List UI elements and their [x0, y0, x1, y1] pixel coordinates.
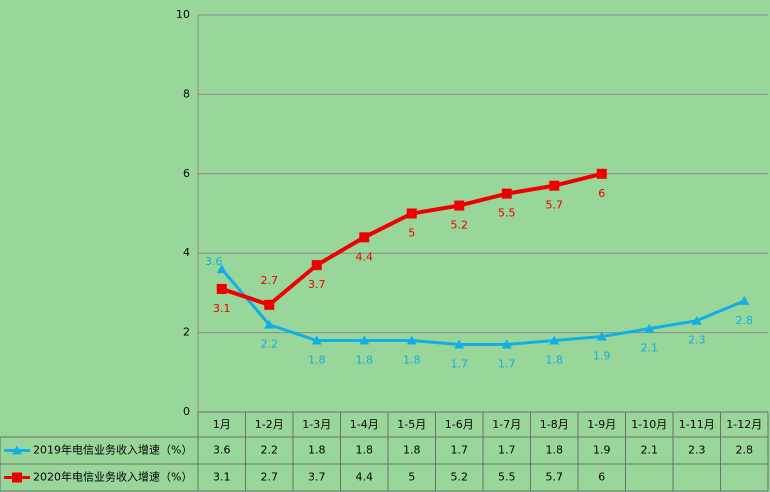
- data-label: 1.9: [593, 350, 611, 363]
- table-cell: 1.8: [403, 444, 421, 457]
- marker: [691, 315, 702, 325]
- data-label: 5.7: [546, 199, 564, 212]
- table-cell: 4.4: [356, 471, 374, 484]
- marker: [12, 445, 22, 455]
- table-cell: 5.5: [498, 471, 516, 484]
- marker: [644, 323, 655, 333]
- table-cell: 1.8: [308, 444, 326, 457]
- marker: [739, 295, 750, 305]
- marker: [549, 180, 560, 191]
- table-cell: 1.7: [451, 444, 469, 457]
- marker: [549, 335, 560, 345]
- data-label: 3.6: [205, 255, 223, 268]
- table-cell: 5.2: [451, 471, 469, 484]
- table-cell: 5: [408, 471, 415, 484]
- marker: [596, 168, 607, 179]
- marker: [501, 339, 512, 349]
- table-cell: 2.1: [641, 444, 659, 457]
- marker: [12, 472, 22, 483]
- table-cell: 5.7: [546, 471, 564, 484]
- data-label: 6: [598, 187, 605, 200]
- table-cell: 1.9: [593, 444, 611, 457]
- x-tick-label: 1-10月: [631, 418, 667, 431]
- marker: [406, 208, 417, 219]
- table-cell: 6: [598, 471, 605, 484]
- y-tick-label: 8: [183, 87, 190, 100]
- marker: [454, 339, 465, 349]
- data-label: 5: [408, 227, 415, 240]
- table-cell: 2.8: [736, 444, 754, 457]
- data-label: 1.8: [356, 354, 374, 367]
- x-tick-label: 1-5月: [397, 418, 426, 431]
- y-tick-label: 10: [176, 8, 190, 21]
- marker: [264, 299, 275, 310]
- marker: [596, 331, 607, 341]
- marker: [406, 335, 417, 345]
- x-tick-label: 1-9月: [587, 418, 616, 431]
- data-label: 2.7: [261, 274, 279, 287]
- x-tick-label: 1-2月: [255, 418, 284, 431]
- table-cell: 2.3: [688, 444, 706, 457]
- data-label: 1.8: [308, 354, 326, 367]
- marker: [264, 319, 275, 329]
- table-cell: 1.7: [498, 444, 516, 457]
- table-cell: 2.7: [261, 471, 279, 484]
- x-tick-label: 1-11月: [679, 418, 715, 431]
- x-tick-label: 1-7月: [492, 418, 521, 431]
- table-cell: 2.2: [261, 444, 279, 457]
- data-label: 2.3: [688, 334, 706, 347]
- data-label: 2.2: [261, 338, 279, 351]
- marker: [216, 283, 227, 294]
- marker: [359, 232, 370, 243]
- data-label: 1.7: [451, 358, 469, 371]
- x-tick-label: 1-12月: [726, 418, 762, 431]
- table-cell: 3.7: [308, 471, 326, 484]
- data-label: 2.8: [736, 314, 754, 327]
- data-label: 5.5: [498, 207, 516, 220]
- data-label: 1.8: [403, 354, 421, 367]
- legend-label: 2020年电信业务收入增速（%）: [33, 470, 192, 484]
- x-tick-label: 1-6月: [445, 418, 474, 431]
- marker: [311, 335, 322, 345]
- y-tick-label: 0: [183, 405, 190, 418]
- marker: [216, 264, 227, 274]
- x-tick-label: 1-3月: [302, 418, 331, 431]
- table-cell: 1.8: [356, 444, 374, 457]
- data-label: 1.7: [498, 358, 516, 371]
- data-label: 3.1: [213, 302, 231, 315]
- x-tick-label: 1-4月: [350, 418, 379, 431]
- data-label: 5.2: [451, 219, 469, 232]
- data-label: 2.1: [641, 342, 659, 355]
- x-tick-label: 1月: [213, 418, 231, 431]
- table-cell: 3.1: [213, 471, 231, 484]
- marker: [359, 335, 370, 345]
- y-tick-label: 4: [183, 246, 190, 259]
- y-tick-label: 6: [183, 167, 190, 180]
- marker: [454, 200, 465, 211]
- marker: [501, 188, 512, 199]
- series-line: [220, 268, 745, 347]
- y-tick-label: 2: [183, 326, 190, 339]
- data-label: 3.7: [308, 278, 326, 291]
- x-tick-label: 1-8月: [540, 418, 569, 431]
- data-label: 4.4: [356, 250, 374, 263]
- legend-label: 2019年电信业务收入增速（%）: [33, 443, 192, 457]
- table-cell: 1.8: [546, 444, 564, 457]
- data-label: 1.8: [546, 354, 564, 367]
- marker: [311, 260, 322, 271]
- table-cell: 3.6: [213, 444, 231, 457]
